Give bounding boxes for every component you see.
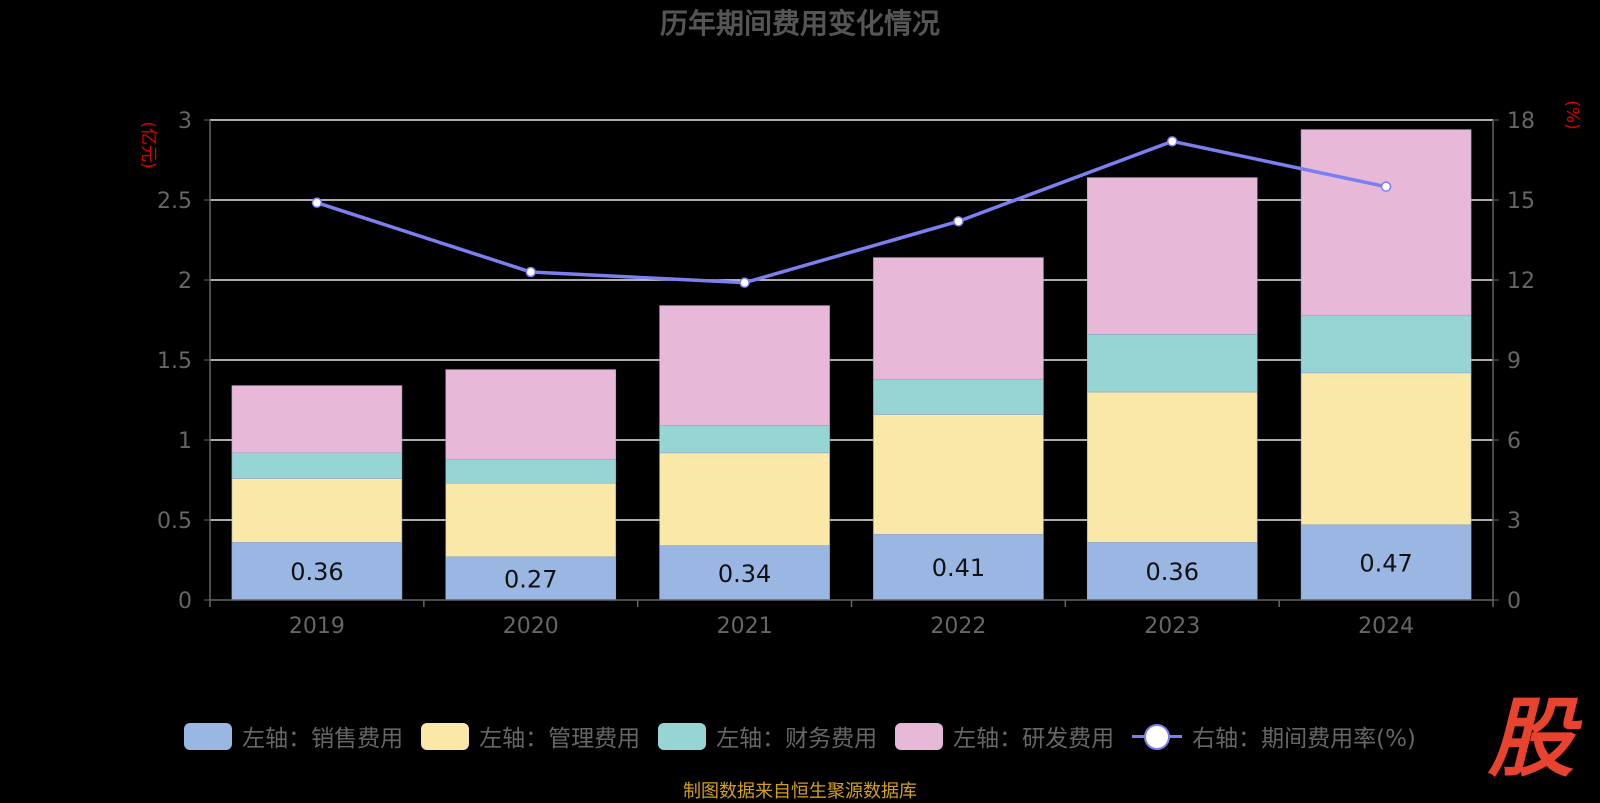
legend-item-sales[interactable]: 左轴：销售费用 — [184, 719, 403, 753]
bar-value-label: 0.36 — [1146, 558, 1199, 586]
bar-segment-0 — [445, 556, 617, 601]
left-axis-unit: (亿元) — [138, 121, 158, 168]
legend-item-rd[interactable]: 左轴：研发费用 — [895, 719, 1114, 753]
bar-segment-3 — [231, 385, 403, 454]
rate-point — [1380, 181, 1392, 192]
bar-value-label: 0.34 — [718, 560, 771, 588]
legend-swatch-rd — [895, 722, 944, 750]
left-tick-label: 2.5 — [157, 189, 192, 214]
bar-segment-3 — [1300, 129, 1472, 316]
expense-rate-line — [311, 136, 1392, 288]
legend-item-finance[interactable]: 左轴：财务费用 — [658, 719, 877, 753]
legend-swatch-admin — [421, 722, 470, 750]
legend-label-rate: 右轴：期间费用率(%) — [1192, 726, 1416, 752]
right-tick-label: 0 — [1507, 589, 1521, 614]
legend-swatch-finance — [658, 722, 707, 750]
right-tick-label: 15 — [1507, 189, 1535, 214]
bar-segment-2 — [1086, 334, 1258, 393]
axes — [209, 120, 1494, 607]
bar-segment-1 — [1300, 372, 1472, 526]
rate-point — [311, 197, 323, 208]
legend-swatch-sales — [184, 722, 233, 750]
bar-value-label: 0.47 — [1359, 549, 1412, 577]
bar-segment-3 — [873, 257, 1044, 380]
legend-label-rd: 左轴：研发费用 — [953, 726, 1115, 752]
gridlines — [204, 119, 1499, 601]
x-tick-label: 2021 — [717, 614, 773, 639]
stacked-bars: 0.36 0.27 0.34 0.41 0.36 0.47 — [231, 129, 1472, 601]
legend-label-sales: 左轴：销售费用 — [242, 726, 404, 752]
left-tick-label: 3 — [178, 109, 192, 134]
left-tick-label: 2 — [178, 269, 192, 294]
bar-value-label: 0.41 — [932, 554, 985, 582]
bar-segment-0 — [659, 545, 830, 601]
right-tick-label: 18 — [1507, 109, 1535, 134]
bar-segment-2 — [231, 452, 403, 479]
rate-line-path — [316, 139, 1387, 285]
legend-item-rate[interactable]: 右轴：期间费用率(%) — [1132, 719, 1416, 753]
bar-segment-1 — [231, 478, 403, 543]
bar-segment-1 — [445, 482, 617, 558]
bar-segment-0 — [873, 534, 1044, 601]
bar-segment-1 — [873, 414, 1044, 535]
x-axis-labels: 2019 2020 2021 2022 2023 2024 — [289, 614, 1414, 639]
rate-point — [1167, 136, 1178, 147]
left-tick-label: 0 — [178, 589, 192, 614]
right-tick-label: 12 — [1507, 269, 1535, 294]
bar-segment-1 — [659, 452, 830, 546]
x-tick-label: 2022 — [930, 614, 986, 639]
legend-swatch-rate — [1132, 723, 1183, 750]
bar-segment-0 — [1086, 542, 1258, 601]
legend-label-finance: 左轴：财务费用 — [716, 726, 878, 752]
right-tick-label: 6 — [1507, 429, 1521, 454]
rate-point — [525, 266, 536, 278]
bar-segment-1 — [1086, 391, 1258, 543]
legend-item-admin[interactable]: 左轴：管理费用 — [421, 719, 640, 753]
x-tick-label: 2024 — [1358, 614, 1414, 639]
x-tick-label: 2023 — [1144, 614, 1200, 639]
right-tick-label: 3 — [1507, 509, 1521, 534]
chart-title: 历年期间费用变化情况 — [660, 7, 940, 40]
bar-value-label: 0.36 — [290, 558, 343, 586]
right-axis-ticks: 0 3 6 9 12 15 18 — [1507, 109, 1535, 614]
bar-value-label: 0.27 — [504, 565, 557, 593]
x-tick-label: 2019 — [289, 614, 345, 639]
bar-segment-0 — [231, 542, 403, 601]
right-tick-label: 9 — [1507, 349, 1521, 374]
bar-segment-3 — [659, 305, 830, 426]
brand-logo: 股 — [1488, 688, 1574, 789]
rate-point — [953, 216, 964, 227]
bar-segment-3 — [445, 369, 617, 460]
bar-segment-2 — [1300, 314, 1472, 374]
rate-point — [739, 277, 750, 288]
bar-segment-2 — [873, 378, 1044, 415]
bar-segment-0 — [1300, 524, 1472, 601]
legend-label-admin: 左轴：管理费用 — [479, 726, 641, 752]
bar-segment-2 — [659, 425, 830, 454]
x-tick-label: 2020 — [503, 614, 559, 639]
left-tick-label: 1 — [178, 429, 192, 454]
bar-segment-3 — [1086, 177, 1258, 335]
right-axis-unit: (%) — [1562, 100, 1582, 129]
left-tick-label: 1.5 — [157, 349, 192, 374]
chart-legend: 左轴：销售费用 左轴：管理费用 左轴：财务费用 左轴：研发费用 右轴：期间费用率… — [0, 716, 1600, 756]
bar-segment-2 — [445, 458, 617, 484]
left-tick-label: 0.5 — [157, 509, 192, 534]
left-axis-ticks: 0 0.5 1 1.5 2 2.5 3 — [157, 109, 192, 614]
source-note: 制图数据来自恒生聚源数据库 — [683, 781, 917, 802]
